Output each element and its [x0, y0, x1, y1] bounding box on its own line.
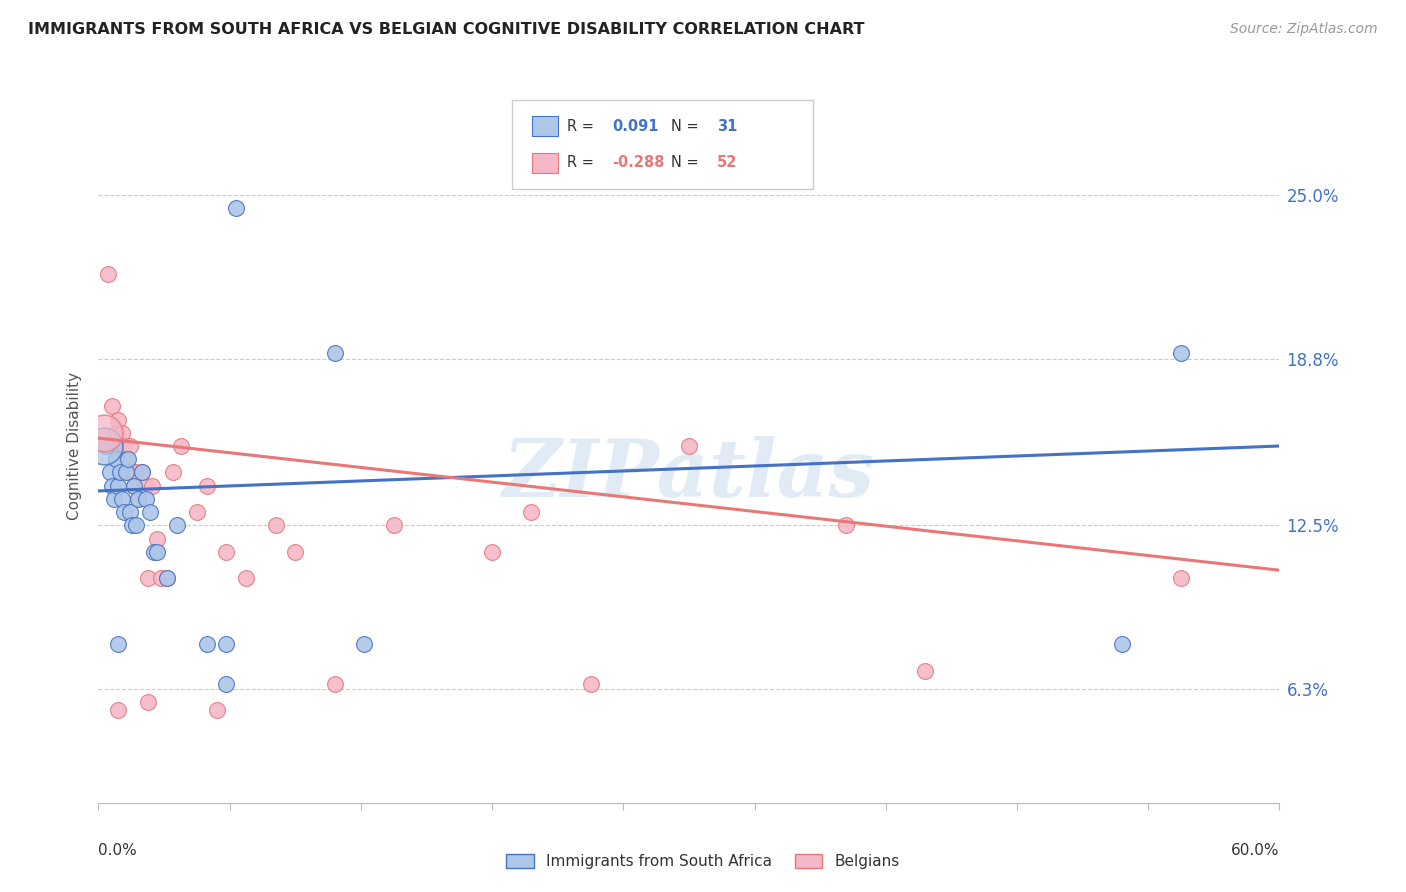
Point	[481, 545, 503, 559]
Point	[156, 571, 179, 585]
Point	[131, 466, 153, 480]
Point	[835, 518, 858, 533]
Point	[1111, 637, 1133, 651]
Point	[121, 466, 143, 480]
Text: N =: N =	[671, 155, 703, 170]
Point	[284, 545, 307, 559]
Point	[1170, 346, 1192, 360]
Point	[195, 637, 218, 651]
Point	[162, 466, 184, 480]
Point	[235, 571, 257, 585]
Text: 52: 52	[717, 155, 738, 170]
Point	[125, 466, 148, 480]
Text: Source: ZipAtlas.com: Source: ZipAtlas.com	[1230, 22, 1378, 37]
Point	[127, 491, 149, 506]
Legend: Immigrants from South Africa, Belgians: Immigrants from South Africa, Belgians	[501, 847, 905, 875]
Text: IMMIGRANTS FROM SOUTH AFRICA VS BELGIAN COGNITIVE DISABILITY CORRELATION CHART: IMMIGRANTS FROM SOUTH AFRICA VS BELGIAN …	[28, 22, 865, 37]
Bar	[531, 153, 558, 172]
Point	[382, 518, 405, 533]
Text: 0.091: 0.091	[612, 119, 658, 134]
Point	[146, 532, 169, 546]
Point	[101, 478, 124, 492]
Point	[118, 505, 141, 519]
Point	[98, 466, 121, 480]
Point	[103, 491, 125, 506]
Point	[205, 703, 228, 717]
Point	[107, 703, 129, 717]
Point	[127, 491, 149, 506]
Point	[215, 677, 238, 691]
Point	[93, 425, 115, 440]
Point	[112, 439, 135, 453]
Text: R =: R =	[567, 155, 599, 170]
Point	[107, 637, 129, 651]
Point	[150, 571, 173, 585]
Point	[118, 439, 141, 453]
Point	[131, 466, 153, 480]
Point	[108, 439, 131, 453]
Point	[96, 439, 118, 453]
Point	[117, 466, 139, 480]
Point	[678, 439, 700, 453]
Point	[914, 664, 936, 678]
Point	[142, 545, 165, 559]
Point	[103, 439, 125, 453]
Point	[1170, 571, 1192, 585]
Point	[156, 571, 179, 585]
Point	[264, 518, 287, 533]
Point	[520, 505, 543, 519]
Point	[215, 545, 238, 559]
Point	[97, 267, 120, 281]
Point	[186, 505, 208, 519]
Point	[115, 452, 138, 467]
Point	[111, 491, 134, 506]
Point	[107, 412, 129, 426]
Point	[136, 571, 159, 585]
Point	[166, 518, 188, 533]
Point	[135, 491, 157, 506]
Point	[115, 466, 138, 480]
Point	[136, 695, 159, 709]
Point	[122, 478, 145, 492]
Point	[323, 677, 346, 691]
Point	[107, 478, 129, 492]
Point	[141, 478, 163, 492]
Point	[121, 518, 143, 533]
Point	[195, 478, 218, 492]
Text: N =: N =	[671, 119, 703, 134]
Text: R =: R =	[567, 119, 599, 134]
Point	[146, 545, 169, 559]
Point	[105, 452, 128, 467]
Point	[108, 466, 131, 480]
Point	[125, 518, 148, 533]
Text: ZIPatlas: ZIPatlas	[503, 436, 875, 513]
Point	[112, 505, 135, 519]
Point	[170, 439, 193, 453]
FancyBboxPatch shape	[512, 100, 813, 189]
Text: 0.0%: 0.0%	[98, 843, 138, 858]
Point	[93, 439, 115, 453]
Point	[353, 637, 375, 651]
Point	[323, 346, 346, 360]
Text: -0.288: -0.288	[612, 155, 665, 170]
Text: 31: 31	[717, 119, 738, 134]
Y-axis label: Cognitive Disability: Cognitive Disability	[67, 372, 83, 520]
Point	[215, 637, 238, 651]
Bar	[531, 117, 558, 136]
Point	[105, 425, 128, 440]
Text: 60.0%: 60.0%	[1232, 843, 1279, 858]
Point	[138, 505, 160, 519]
Point	[122, 478, 145, 492]
Point	[135, 478, 157, 492]
Point	[117, 452, 139, 467]
Point	[579, 677, 602, 691]
Point	[101, 400, 124, 414]
Point	[111, 425, 134, 440]
Point	[225, 201, 247, 215]
